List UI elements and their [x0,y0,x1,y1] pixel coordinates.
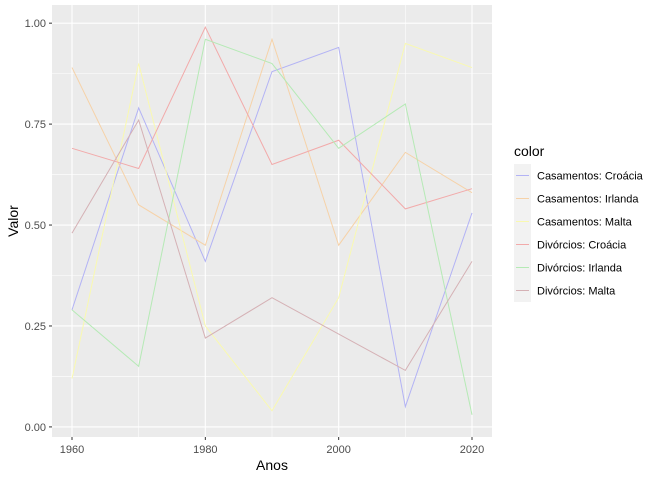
y-axis: 0.00 0.25 0.50 0.75 1.00 [25,18,52,434]
legend: color Casamentos: Croácia Casamentos: Irl… [514,143,644,302]
legend-title: color [514,143,545,159]
y-tick-label: 1.00 [25,18,46,30]
legend-label: Casamentos: Croácia [537,171,644,183]
series-line [71,46,473,409]
y-tick-label: 0.75 [25,119,46,131]
legend-label: Divórcios: Malta [537,286,616,298]
y-tick-label: 0.25 [25,321,46,333]
series-line [71,42,473,412]
y-tick-label: 0.50 [25,220,46,232]
series-lines [71,26,473,415]
legend-label: Divórcios: Croácia [537,240,627,252]
legend-label: Casamentos: Irlanda [537,194,639,206]
major-gridlines [52,5,492,437]
x-tick-label: 2000 [326,444,350,456]
series-line [71,38,473,415]
x-tick-label: 1980 [193,444,217,456]
y-axis-title: Valor [5,205,21,237]
legend-label: Casamentos: Malta [537,217,633,229]
x-tick-label: 2020 [460,444,484,456]
legend-label: Divórcios: Irlanda [537,263,623,275]
series-line [71,118,473,372]
x-axis-title: Anos [256,457,288,473]
x-tick-label: 1960 [60,444,84,456]
series-line [71,37,473,247]
x-axis: 1960 1980 2000 2020 [60,437,484,456]
series-line [71,26,473,210]
y-tick-label: 0.00 [25,422,46,434]
minor-gridlines [52,5,492,437]
